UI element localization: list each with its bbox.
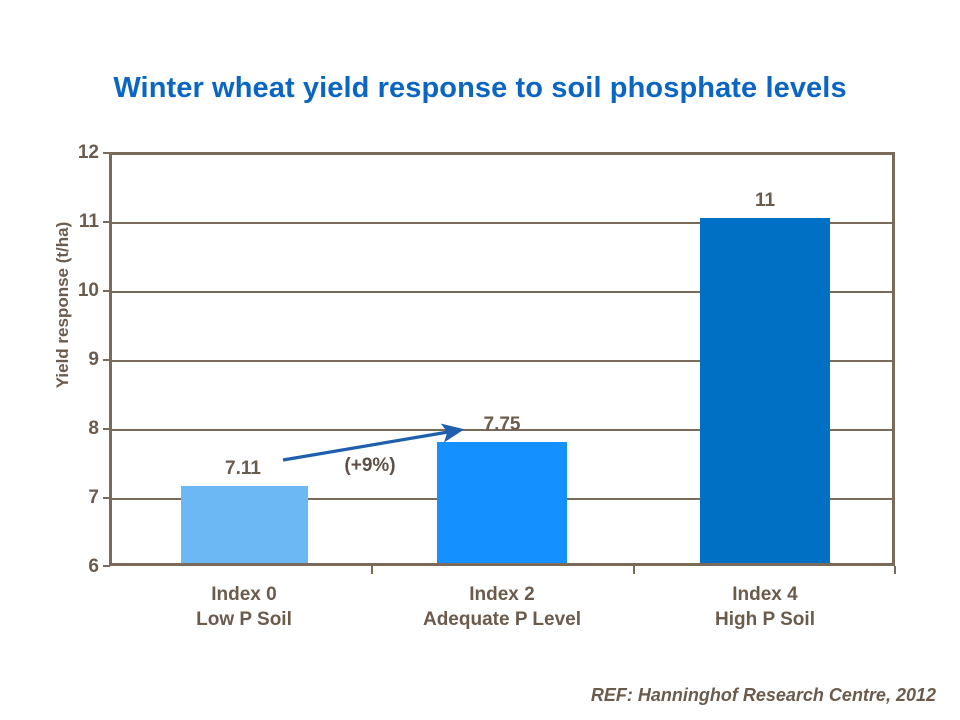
y-tick-label-10: 10 <box>77 280 99 301</box>
gridline-8 <box>112 429 892 431</box>
y-tick-label-7: 7 <box>88 487 99 508</box>
plot-area <box>109 152 895 566</box>
x-axis-label-index-2: Index 2 Adequate P Level <box>422 582 582 632</box>
bar-value-label-index-2: 7.75 <box>483 414 521 435</box>
x-axis-label-index-0-line1: Index 0 <box>211 584 277 605</box>
percent-change-annotation: (+9%) <box>344 455 396 476</box>
x-axis-label-index-2-line1: Index 2 <box>469 584 535 605</box>
gridline-10 <box>112 291 892 293</box>
y-tick-mark-7 <box>103 497 110 499</box>
bar-value-label-index-4: 11 <box>754 190 776 211</box>
x-axis-label-index-4: Index 4 High P Soil <box>695 582 835 632</box>
x-tick-mark-1 <box>371 566 373 574</box>
bar-value-label-index-0: 7.11 <box>225 458 261 479</box>
gridline-9 <box>112 360 892 362</box>
bar-index-0[interactable] <box>181 486 308 563</box>
x-tick-mark-2 <box>633 566 635 574</box>
y-tick-label-8: 8 <box>88 418 99 439</box>
x-axis-label-index-0-line2: Low P Soil <box>196 609 292 630</box>
y-tick-mark-12 <box>103 152 110 154</box>
y-tick-label-9: 9 <box>88 349 99 370</box>
y-tick-label-6: 6 <box>88 556 99 577</box>
reference-note: REF: Hanninghof Research Centre, 2012 <box>590 685 936 705</box>
bar-index-4[interactable] <box>700 218 830 563</box>
y-tick-label-11: 11 <box>78 211 99 232</box>
y-tick-mark-8 <box>103 428 110 430</box>
chart-title: Winter wheat yield response to soil phos… <box>113 72 847 104</box>
y-tick-mark-9 <box>103 359 110 361</box>
x-axis-label-index-2-line2: Adequate P Level <box>422 609 582 630</box>
bar-index-2[interactable] <box>437 442 567 563</box>
y-tick-mark-11 <box>103 221 110 223</box>
x-tick-mark-3 <box>894 566 896 574</box>
y-tick-mark-6 <box>103 565 110 567</box>
x-axis-label-index-4-line2: High P Soil <box>715 609 815 630</box>
gridline-11 <box>112 222 892 224</box>
y-tick-mark-10 <box>103 290 110 292</box>
x-axis-label-index-0: Index 0 Low P Soil <box>174 582 314 632</box>
y-tick-label-12: 12 <box>77 142 99 163</box>
x-axis-label-index-4-line1: Index 4 <box>732 584 798 605</box>
